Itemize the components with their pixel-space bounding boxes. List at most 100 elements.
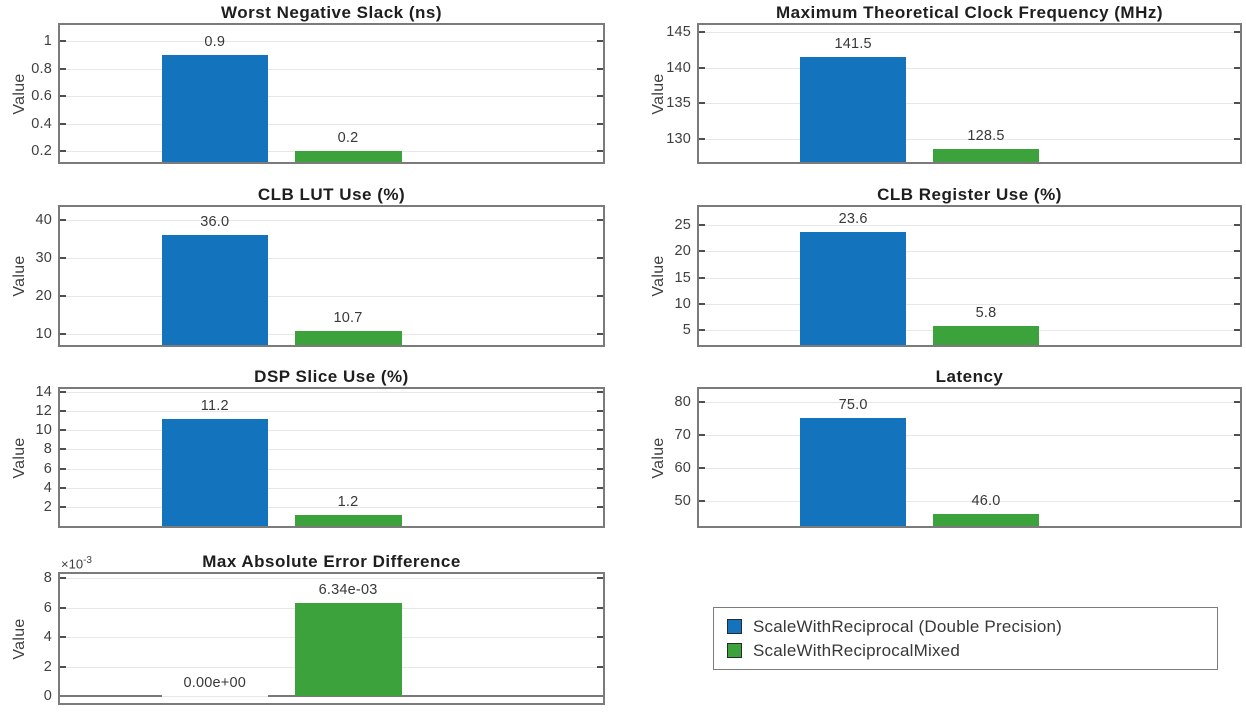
bar-value-label: 0.2 <box>337 130 359 147</box>
gridline <box>699 401 1240 403</box>
y-tick-label: 0 <box>43 688 52 705</box>
bar-value-label: 23.6 <box>838 211 868 228</box>
tick-mark-right <box>1234 102 1240 105</box>
tick-mark-left <box>60 577 66 580</box>
bar-value-label: 5.8 <box>975 305 997 322</box>
tick-mark-left <box>60 486 66 489</box>
bar-mixed <box>294 602 402 697</box>
y-tick-label: 70 <box>674 426 691 443</box>
bar-double-precision <box>800 56 907 162</box>
subplot-clb-register-use: CLB Register Use (%) Value 5 10 15 20 25 23.6… <box>650 185 1242 347</box>
y-tick-label: 8 <box>43 441 52 458</box>
tick-mark-left <box>699 137 705 140</box>
gridline <box>699 224 1240 226</box>
y-tick-label: 80 <box>674 393 691 410</box>
tick-mark-left <box>60 67 66 70</box>
gridline <box>60 506 603 508</box>
subplot-latency: Latency Value 50 60 70 80 75.0 46.0 <box>650 367 1242 528</box>
tick-mark-right <box>1234 499 1240 502</box>
gridline <box>60 123 603 125</box>
zero-baseline <box>60 695 162 698</box>
tick-mark-left <box>699 276 705 279</box>
tick-mark-left <box>699 31 705 34</box>
tick-mark-right <box>597 218 603 221</box>
y-tick-label: 135 <box>666 95 691 112</box>
tick-mark-left <box>60 410 66 413</box>
bar-value-label: 0.00e+00 <box>183 675 246 692</box>
y-tick-label: 25 <box>674 216 691 233</box>
bar-double-precision <box>800 232 907 345</box>
y-tick-label: 130 <box>666 130 691 147</box>
y-tick-label: 30 <box>35 249 52 266</box>
tick-mark-left <box>60 256 66 259</box>
tick-mark-right <box>1234 276 1240 279</box>
tick-mark-right <box>1234 400 1240 403</box>
y-tick-label: 14 <box>35 383 52 400</box>
y-tick-label: 60 <box>674 459 691 476</box>
tick-mark-right <box>1234 466 1240 469</box>
y-axis-label-wrap: Value <box>10 389 30 526</box>
gridline <box>699 303 1240 305</box>
gridline <box>60 68 603 70</box>
bar-value-label: 128.5 <box>967 128 1005 145</box>
y-axis-label: Value <box>650 436 667 479</box>
y-tick-label: 0.2 <box>31 143 52 160</box>
bar-double-precision <box>800 418 907 526</box>
tick-mark-left <box>699 400 705 403</box>
bar-mixed <box>932 149 1040 162</box>
y-axis-label: Value <box>11 436 28 479</box>
gridline <box>60 430 603 432</box>
tick-mark-right <box>1234 433 1240 436</box>
tick-mark-left <box>60 150 66 153</box>
y-tick-label: 0.6 <box>31 88 52 105</box>
tick-mark-left <box>60 332 66 335</box>
y-tick-label: 20 <box>674 243 691 260</box>
y-axis-label-wrap: Value <box>10 25 30 162</box>
tick-mark-left <box>699 499 705 502</box>
y-tick-label: 2 <box>43 658 52 675</box>
tick-mark-right <box>1234 31 1240 34</box>
tick-mark-right <box>1234 137 1240 140</box>
y-axis-label-wrap: Value <box>10 207 30 345</box>
bar-mixed <box>294 151 402 162</box>
tick-mark-right <box>597 577 603 580</box>
tick-mark-right <box>1234 329 1240 332</box>
tick-mark-left <box>699 250 705 253</box>
gridline <box>60 411 603 413</box>
y-axis-label: Value <box>11 617 28 660</box>
subplot-max-absolute-error: Max Absolute Error Difference Value 0 2 4 6… <box>11 552 605 705</box>
y-axis-label-wrap: Value <box>649 389 669 526</box>
bar-double-precision <box>161 418 268 526</box>
tick-mark-left <box>699 302 705 305</box>
gridline <box>699 32 1240 34</box>
tick-mark-right <box>597 505 603 508</box>
gridline <box>60 449 603 451</box>
gridline <box>60 295 603 297</box>
gridline <box>60 96 603 98</box>
subplot-max-clock-frequency: Maximum Theoretical Clock Frequency (MHz… <box>650 3 1242 164</box>
tick-mark-right <box>597 95 603 98</box>
tick-mark-left <box>60 122 66 125</box>
gridline <box>699 67 1240 69</box>
bar-value-label: 1.2 <box>337 493 359 510</box>
bar-value-label: 0.9 <box>204 34 226 51</box>
y-tick-label: 5 <box>682 322 691 339</box>
gridline <box>699 103 1240 105</box>
gridline <box>699 500 1240 502</box>
gridline <box>699 138 1240 140</box>
tick-mark-right <box>597 448 603 451</box>
y-tick-label: 12 <box>35 403 52 420</box>
bar-mixed <box>932 514 1040 526</box>
legend: ScaleWithReciprocal (Double Precision) S… <box>713 607 1218 670</box>
tick-mark-left <box>699 223 705 226</box>
tick-mark-right <box>597 606 603 609</box>
tick-mark-right <box>597 486 603 489</box>
bar-value-label: 36.0 <box>200 213 230 230</box>
tick-mark-right <box>1234 223 1240 226</box>
tick-mark-left <box>60 448 66 451</box>
y-tick-label: 6 <box>43 599 52 616</box>
bar-value-label: 6.34e-03 <box>318 581 378 598</box>
tick-mark-right <box>597 390 603 393</box>
y-axis-label: Value <box>650 255 667 297</box>
tick-mark-right <box>597 256 603 259</box>
